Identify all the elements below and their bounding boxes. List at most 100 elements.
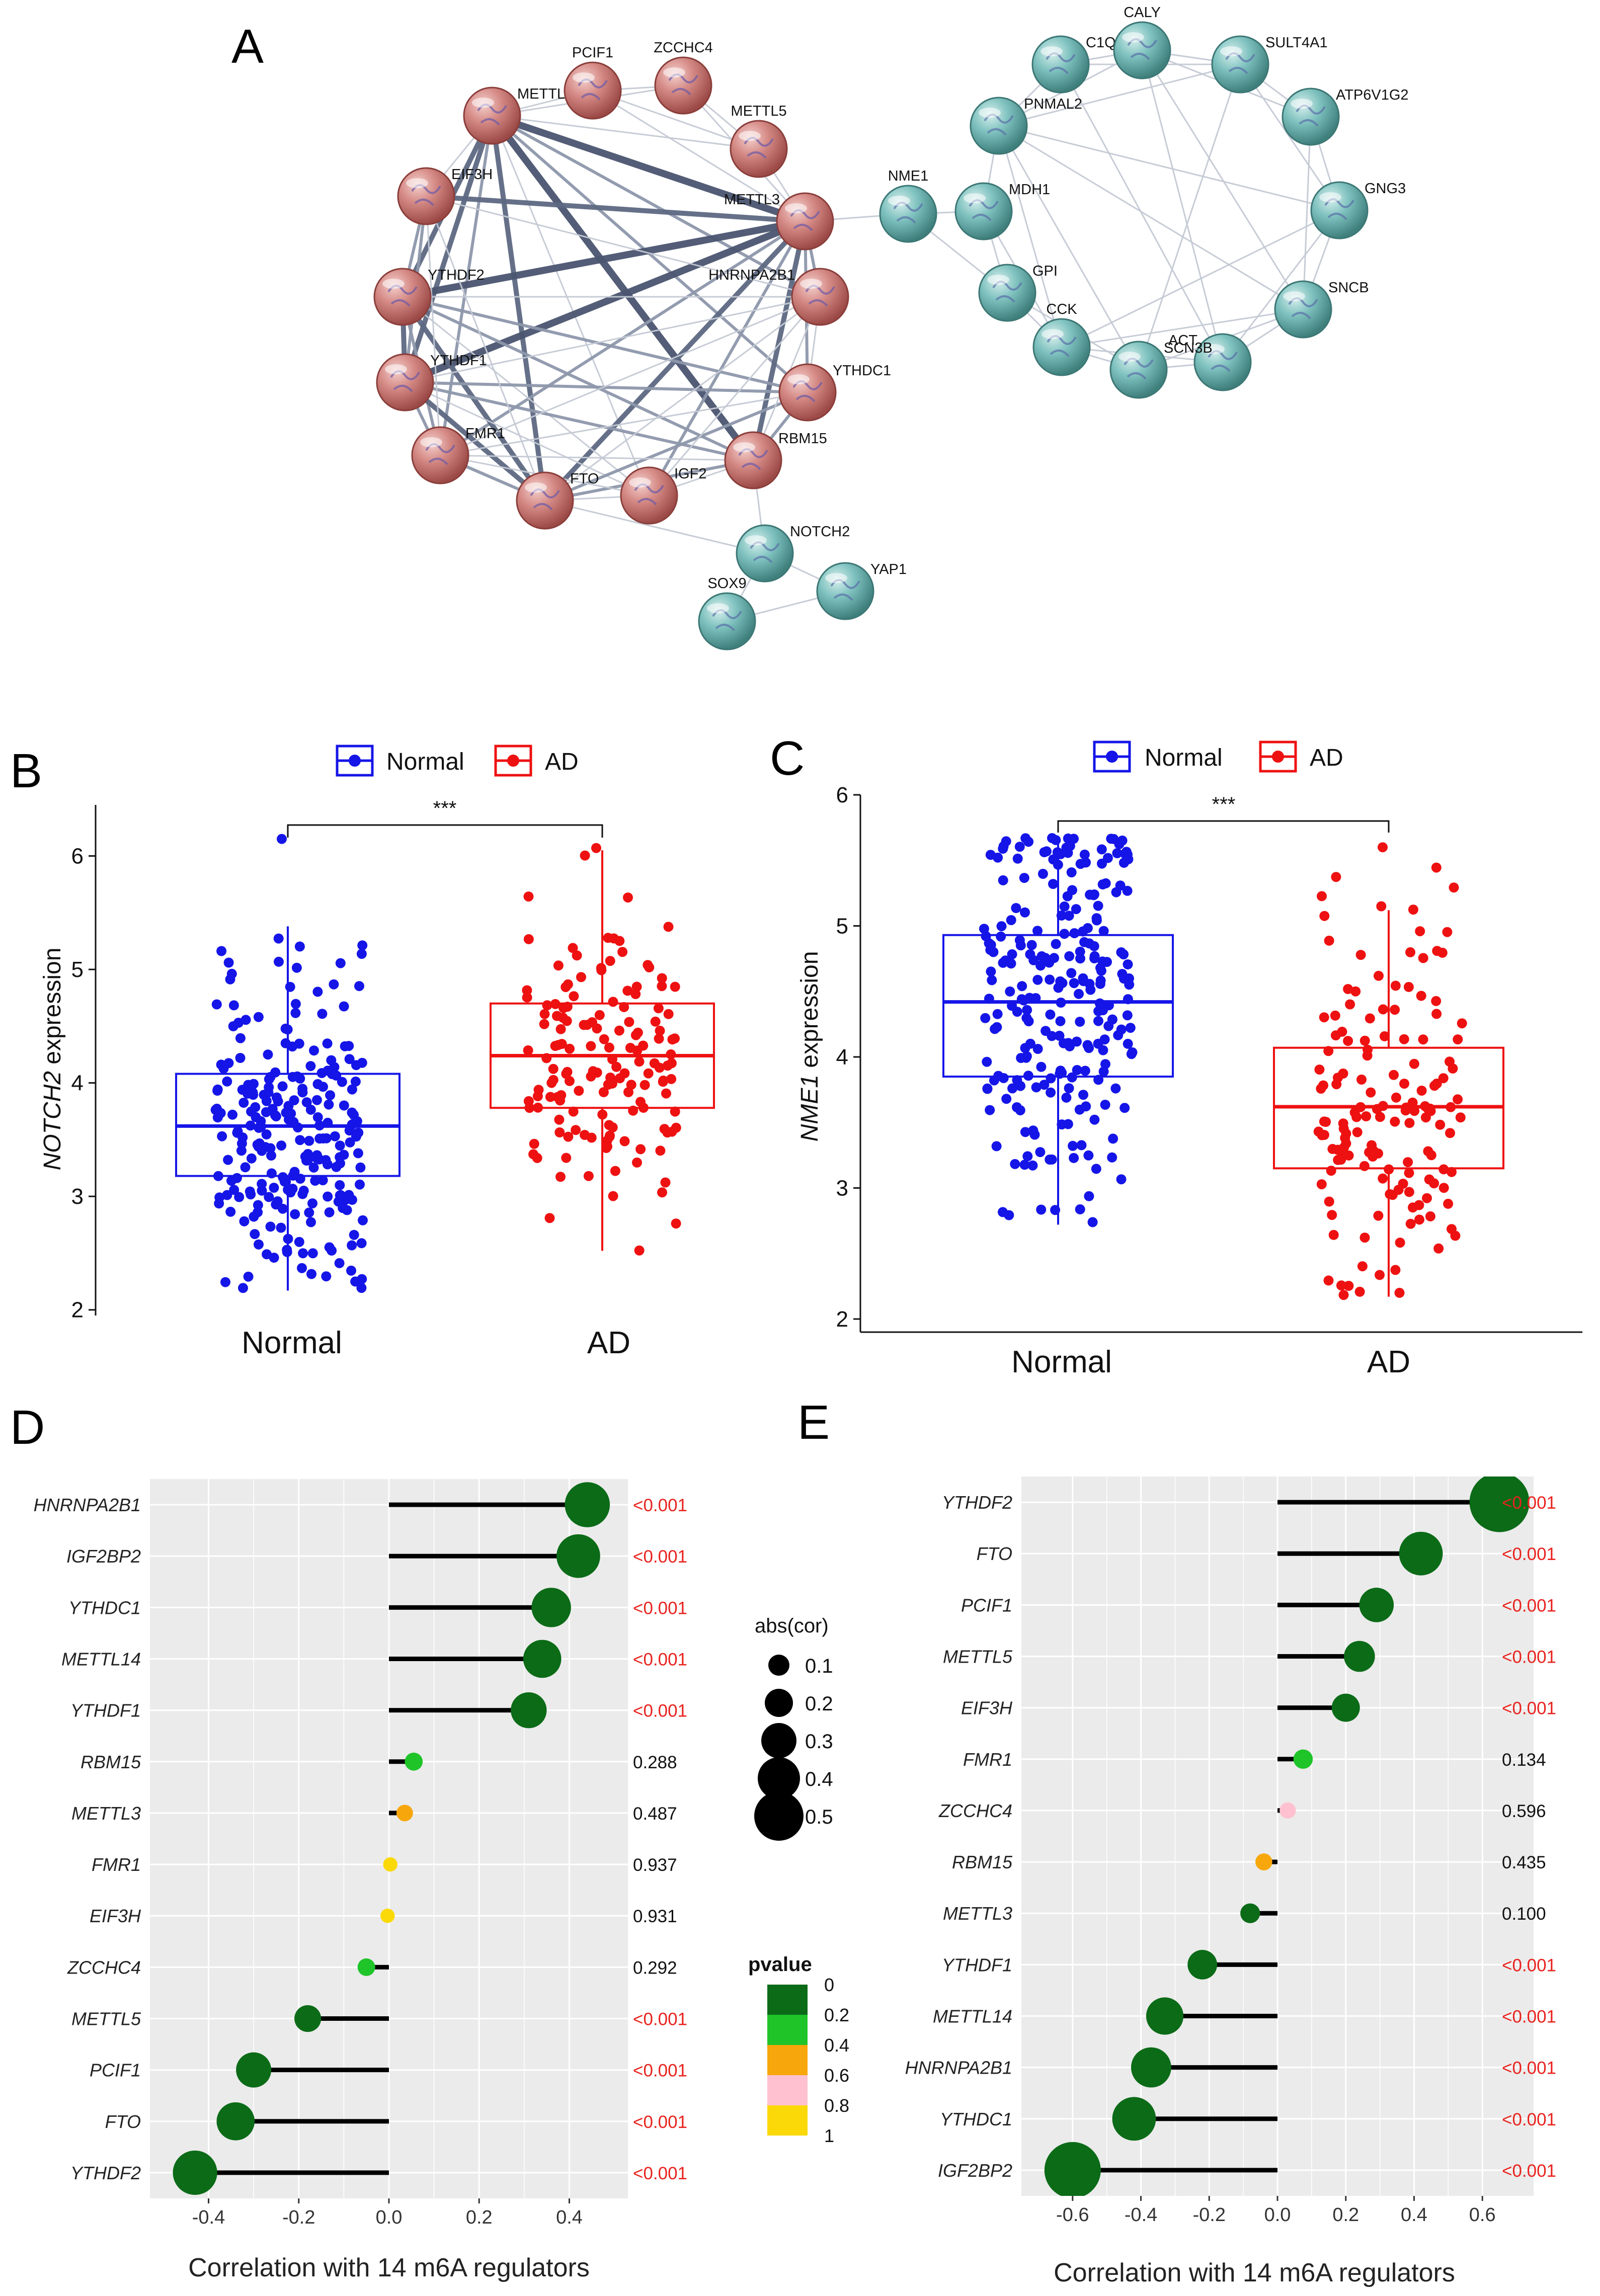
data-point (1074, 1104, 1085, 1115)
data-point (1375, 1112, 1385, 1122)
data-point (1088, 890, 1099, 900)
data-point (561, 1069, 572, 1079)
node-highlight (663, 67, 685, 77)
legend-key-normal (336, 745, 374, 777)
row-label-mettl14: METTL14 (933, 2006, 1012, 2027)
size-legend: abs(cor) 0.1 0.2 0.3 0.4 0.5 (754, 1615, 833, 1841)
edge-gng3-cck (1061, 209, 1340, 348)
lollipop-eif3h (380, 1909, 395, 1923)
lollipop-fmr1 (383, 1857, 397, 1872)
data-point (335, 958, 346, 968)
data-point (634, 1245, 645, 1256)
data-point (555, 1024, 566, 1034)
data-point (1326, 1166, 1336, 1176)
data-point (1107, 1152, 1117, 1163)
lollipop-correlation-d: HNRNPA2B1 IGF2BP2 YTHDC1 METTL14 YTHDF1 RBM15… (34, 1479, 687, 2282)
data-point (631, 981, 642, 992)
data-point (663, 1009, 674, 1019)
pvalue-mettl14: <0.001 (1502, 2007, 1556, 2027)
data-point (1045, 1009, 1056, 1020)
node-zcchc4: ZCCHC4 (654, 40, 713, 115)
x-tick-label: 0.6 (1469, 2204, 1496, 2226)
data-point (1029, 1129, 1040, 1140)
data-point (1001, 836, 1011, 847)
node-highlight (382, 279, 405, 289)
data-point (1343, 1281, 1354, 1291)
node-sphere (564, 61, 622, 120)
data-point (1416, 991, 1426, 1001)
data-point (1445, 1128, 1455, 1138)
row-label-fto: FTO (105, 2111, 141, 2132)
data-point (1063, 848, 1073, 858)
data-point (568, 943, 578, 953)
data-point (1337, 1026, 1347, 1037)
node-sphere (1274, 280, 1332, 339)
data-point (1123, 1038, 1133, 1049)
data-point (1039, 1080, 1050, 1090)
edge-ythdf1-rbm15 (405, 381, 754, 462)
lollipop-head (216, 2102, 255, 2141)
colorbar-label: 0.4 (824, 2035, 849, 2056)
data-point (569, 991, 579, 1002)
y-axis-label-suffix: expression (796, 951, 823, 1075)
data-point (1059, 901, 1070, 912)
data-point (1393, 1185, 1404, 1195)
data-point (1084, 1043, 1094, 1053)
data-point (290, 1008, 301, 1018)
node-highlight (1122, 32, 1144, 42)
row-label-hnrnpa2b1: HNRNPA2B1 (905, 2058, 1012, 2078)
edge-gng3-actg1 (1222, 210, 1340, 363)
data-point (1414, 1214, 1424, 1225)
data-point (241, 1015, 251, 1025)
data-point (624, 1017, 634, 1027)
edge-mettl14-ythdf1 (403, 115, 495, 383)
legend-label-ad: AD (1310, 745, 1343, 771)
pvalue-eif3h: 0.931 (633, 1907, 677, 1926)
data-point (1031, 1082, 1042, 1093)
data-point (1403, 981, 1414, 992)
data-point (329, 979, 339, 990)
edge-rbm15-fmr1 (440, 454, 754, 461)
data-point (335, 1180, 345, 1190)
data-point (1351, 1112, 1362, 1122)
data-point (619, 1136, 630, 1146)
data-point (1438, 1164, 1449, 1175)
data-point (1457, 1018, 1467, 1029)
node-yap1: YAP1 (816, 561, 907, 620)
pvalue-mettl14: <0.001 (633, 1650, 687, 1670)
data-point (1014, 842, 1025, 852)
data-point (266, 1151, 276, 1161)
node-sphere (620, 466, 678, 525)
row-label-ythdc1: YTHDC1 (68, 1597, 141, 1618)
data-point (980, 1013, 991, 1023)
x-tick-label: -0.2 (1193, 2204, 1226, 2226)
edge-mettl14-rbm15 (489, 113, 756, 463)
data-point (1068, 1140, 1078, 1151)
data-point (1365, 1013, 1375, 1024)
data-point (1019, 1160, 1030, 1170)
data-point (670, 981, 680, 992)
y-tick-label: 2 (836, 1307, 848, 1332)
data-point (604, 1131, 615, 1142)
data-point-max (277, 834, 287, 844)
data-point (599, 1034, 609, 1044)
data-point (236, 1138, 247, 1149)
pvalue-fto: <0.001 (633, 2112, 687, 2132)
data-point (312, 1112, 323, 1122)
node-label-rbm15: RBM15 (778, 431, 827, 447)
data-point (1091, 1164, 1101, 1174)
data-point (295, 1135, 305, 1145)
data-point (1032, 1044, 1043, 1054)
pvalue-pcif1: <0.001 (1502, 1596, 1556, 1615)
data-point (317, 1175, 328, 1186)
data-point (212, 1103, 222, 1114)
data-point (996, 931, 1006, 942)
data-point (294, 941, 305, 952)
data-point (290, 1209, 300, 1219)
row-labels: HNRNPA2B1 IGF2BP2 YTHDC1 METTL14 YTHDF1 RBM15… (34, 1495, 141, 2183)
data-point (657, 973, 667, 983)
data-point (1357, 1261, 1368, 1272)
data-point (301, 1097, 312, 1108)
row-label-ythdc1: YTHDC1 (940, 2109, 1012, 2129)
